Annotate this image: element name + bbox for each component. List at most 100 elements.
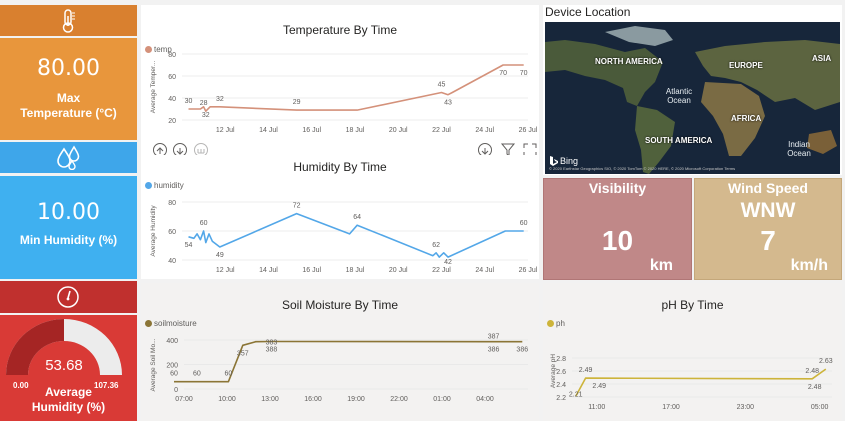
visibility-value: 10 xyxy=(601,225,634,256)
soil-x-tick-label: 16:00 xyxy=(304,396,322,403)
ph-series-line xyxy=(574,368,827,397)
temperature-chart-tile[interactable]: Temperature By Time temp 20 40 60 80 12 Jul 1… xyxy=(141,5,539,163)
visibility-card[interactable]: Visibility 10 km xyxy=(543,178,692,280)
temp-y-tick-label: 80 xyxy=(168,52,176,59)
temp-x-tick-label: 22 Jul xyxy=(432,127,451,134)
max-temperature-label-line2: Temperature (°C) xyxy=(20,106,117,120)
soil-data-label: 383 xyxy=(266,339,278,346)
temp-data-label: 28 xyxy=(200,100,208,107)
soil-x-tick-label: 07:00 xyxy=(175,396,193,403)
gauge-max-label: 107.36 xyxy=(94,381,119,390)
avg-humidity-gauge-card[interactable]: 53.68 0.00 107.36 Average Humidity (%) xyxy=(0,315,137,421)
avg-humidity-label-line2: Humidity (%) xyxy=(31,400,106,414)
hum-y-tick-label: 40 xyxy=(168,258,176,265)
ph-y-tick-label: 2.6 xyxy=(556,369,566,376)
temperature-legend-label: temp xyxy=(154,45,172,54)
soil-data-label: 387 xyxy=(488,334,500,341)
ph-chart-tile[interactable]: pH By Time ph 2.2 2.4 2.6 2.8 11:00 17:00 23:0… xyxy=(543,283,842,421)
max-temperature-card[interactable]: 80.00 Max Temperature (°C) xyxy=(0,38,137,140)
temp-data-label: 70 xyxy=(520,70,528,77)
temperature-legend-swatch xyxy=(145,46,152,54)
map-canvas[interactable]: NORTH AMERICA EUROPE ASIA Atlantic Ocean… xyxy=(545,22,840,174)
ph-data-label: 2.63 xyxy=(819,358,833,365)
map-label-europe: EUROPE xyxy=(729,61,763,70)
soil-data-label: 386 xyxy=(488,347,500,354)
hum-data-label: 72 xyxy=(293,203,301,210)
hum-x-tick-label: 12 Jul xyxy=(216,267,235,274)
wind-speed-card[interactable]: Wind Speed WNW 7 km/h xyxy=(694,178,842,280)
ph-legend-swatch xyxy=(547,320,554,328)
temp-data-label: 32 xyxy=(202,112,210,119)
wind-speed-value: 7 xyxy=(760,225,776,256)
min-humidity-card[interactable]: 10.00 Min Humidity (%) xyxy=(0,176,137,279)
hum-x-tick-label: 26 Jul xyxy=(519,267,538,274)
soil-data-label: 60 xyxy=(225,371,233,378)
hum-series-line xyxy=(188,212,524,258)
soil-x-tick-label: 13:00 xyxy=(261,396,279,403)
ph-y-tick-label: 2.2 xyxy=(556,395,566,402)
humidity-chart-title: Humidity By Time xyxy=(293,160,387,174)
temp-x-tick-label: 24 Jul xyxy=(475,127,494,134)
water-drops-icon xyxy=(57,145,80,170)
device-location-tile[interactable]: Device Location NORTH AMERICA EUROPE ASI… xyxy=(543,5,842,175)
temperature-legend: temp xyxy=(145,45,172,54)
ph-data-label: 2.48 xyxy=(808,384,822,391)
temp-x-tick-label: 26 Jul xyxy=(519,127,538,134)
temp-data-label: 45 xyxy=(438,82,446,89)
hum-x-tick-label: 18 Jul xyxy=(346,267,365,274)
soil-y-axis-title: Average Soil Mo... xyxy=(150,338,157,391)
ph-data-label: 2.48 xyxy=(805,368,819,375)
temp-data-label: 30 xyxy=(185,98,193,105)
temp-y-tick-label: 20 xyxy=(168,118,176,125)
temp-y-tick-label: 40 xyxy=(168,96,176,103)
soil-y-tick-label: 200 xyxy=(166,363,178,370)
map-landmass xyxy=(545,26,840,174)
temperature-chart-svg: 20 40 60 80 12 Jul 14 Jul 16 Jul 18 Jul 20 Jul 22… xyxy=(150,52,538,134)
soil-moisture-legend-swatch xyxy=(145,320,152,328)
temp-x-tick-label: 12 Jul xyxy=(216,127,235,134)
soil-data-label: 60 xyxy=(193,371,201,378)
hum-data-label: 42 xyxy=(444,259,452,266)
hum-x-tick-label: 20 Jul xyxy=(389,267,408,274)
hum-x-tick-label: 24 Jul xyxy=(475,267,494,274)
map-attribution[interactable]: © 2020 Earthstar Geographics SIO, © 2020… xyxy=(549,166,736,171)
soil-x-tick-label: 22:00 xyxy=(390,396,408,403)
soil-x-tick-label: 01:00 xyxy=(433,396,451,403)
focus-mode-icon[interactable] xyxy=(522,142,538,158)
ph-y-tick-label: 2.8 xyxy=(556,356,566,363)
soil-y-tick-label: 0 xyxy=(174,387,178,394)
max-temperature-value: 80.00 xyxy=(37,56,100,81)
soil-moisture-chart-tile[interactable]: Soil Moisture By Time soilmoisture 0 200 4… xyxy=(141,283,539,421)
hum-data-label: 64 xyxy=(353,214,361,221)
gauge-icon-header xyxy=(0,281,137,313)
ph-chart-svg: 2.2 2.4 2.6 2.8 11:00 17:00 23:00 05:00 Average … xyxy=(550,354,833,411)
hum-data-label: 60 xyxy=(200,220,208,227)
humidity-chart-tile[interactable]: Humidity By Time humidity 40 60 80 12 Jul 14… xyxy=(141,155,539,279)
wind-direction-value: WNW xyxy=(740,199,796,222)
hum-data-label: 54 xyxy=(185,242,193,249)
temp-x-tick-label: 14 Jul xyxy=(259,127,278,134)
ph-x-tick-label: 23:00 xyxy=(737,404,755,411)
ph-x-tick-label: 05:00 xyxy=(811,404,829,411)
soil-x-tick-label: 10:00 xyxy=(218,396,236,403)
hum-data-label: 60 xyxy=(520,220,528,227)
map-label-indian: Indian Ocean xyxy=(787,140,811,158)
map-label-north-america: NORTH AMERICA xyxy=(595,57,663,66)
hum-x-tick-label: 22 Jul xyxy=(432,267,451,274)
temp-series-line xyxy=(188,64,524,112)
ph-legend: ph xyxy=(547,319,565,328)
soil-y-tick-label: 400 xyxy=(166,338,178,345)
temp-x-tick-label: 16 Jul xyxy=(302,127,321,134)
humidity-legend-label: humidity xyxy=(154,181,184,190)
hum-data-label: 62 xyxy=(432,242,440,249)
ph-data-label: 2.49 xyxy=(592,383,606,390)
soil-x-tick-label: 19:00 xyxy=(347,396,365,403)
temp-data-label: 32 xyxy=(216,96,224,103)
humidity-chart-svg: 40 60 80 12 Jul 14 Jul 16 Jul 18 Jul 20 Jul 22 J… xyxy=(150,200,538,274)
gauge-min-label: 0.00 xyxy=(13,381,29,390)
temp-x-tick-label: 20 Jul xyxy=(389,127,408,134)
min-humidity-label: Min Humidity (%) xyxy=(19,233,118,247)
hum-x-tick-label: 14 Jul xyxy=(259,267,278,274)
map-label-atlantic: Atlantic Ocean xyxy=(665,87,693,105)
